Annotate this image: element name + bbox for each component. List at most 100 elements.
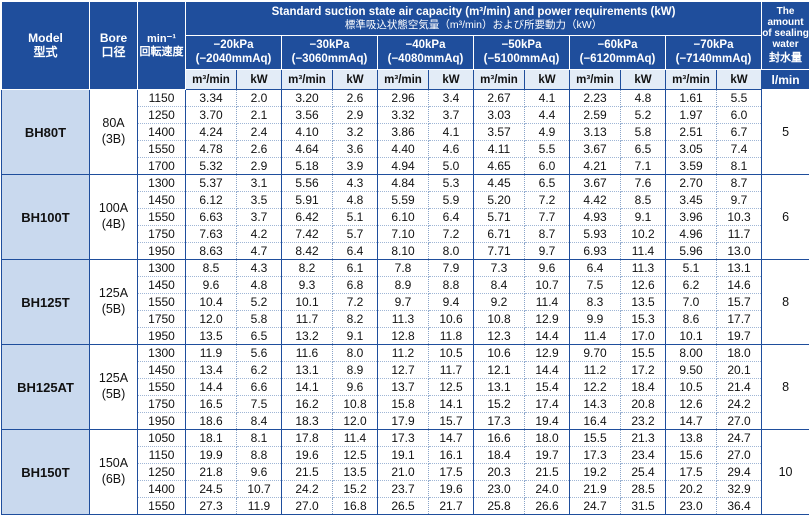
power-cell: 10.7 — [237, 481, 282, 498]
capacity-cell: 2.51 — [666, 124, 717, 141]
capacity-cell: 15.8 — [378, 396, 429, 413]
power-cell: 6.5 — [237, 328, 282, 345]
bore-inch: (5B) — [90, 302, 137, 318]
power-cell: 12.9 — [525, 345, 570, 362]
power-cell: 5.5 — [525, 141, 570, 158]
power-cell: 2.6 — [333, 90, 378, 107]
capacity-cell: 5.56 — [282, 175, 333, 192]
capacity-cell: 11.7 — [282, 311, 333, 328]
power-cell: 21.5 — [525, 464, 570, 481]
capacity-cell: 11.3 — [378, 311, 429, 328]
power-cell: 8.7 — [525, 226, 570, 243]
capacity-cell: 25.8 — [474, 498, 525, 515]
capacity-cell: 10.8 — [474, 311, 525, 328]
pressure-kpa: −70kPa — [666, 39, 761, 52]
power-cell: 2.6 — [237, 141, 282, 158]
power-cell: 5.2 — [237, 294, 282, 311]
capacity-cell: 7.42 — [282, 226, 333, 243]
speed-header-jp: 回転速度 — [138, 46, 185, 59]
power-cell: 17.0 — [621, 328, 666, 345]
power-cell: 5.9 — [429, 192, 474, 209]
power-cell: 36.4 — [717, 498, 762, 515]
capacity-cell: 5.96 — [666, 243, 717, 260]
pressure-mmaq: (−3060mmAq) — [282, 53, 377, 66]
capacity-cell: 3.86 — [378, 124, 429, 141]
power-cell: 32.9 — [717, 481, 762, 498]
capacity-cell: 26.5 — [378, 498, 429, 515]
power-cell: 6.4 — [429, 209, 474, 226]
power-cell: 14.7 — [429, 430, 474, 447]
capacity-cell: 6.12 — [186, 192, 237, 209]
power-cell: 9.6 — [333, 379, 378, 396]
capacity-cell: 7.0 — [666, 294, 717, 311]
capacity-header-jp: 標準吸込状態空気量（m³/min）および所要動力（kW） — [186, 19, 761, 31]
capacity-cell: 3.34 — [186, 90, 237, 107]
power-cell: 4.1 — [429, 124, 474, 141]
capacity-cell: 9.9 — [570, 311, 621, 328]
capacity-cell: 10.1 — [666, 328, 717, 345]
power-cell: 3.7 — [429, 107, 474, 124]
capacity-cell: 11.2 — [570, 362, 621, 379]
power-cell: 18.0 — [717, 345, 762, 362]
capacity-cell: 10.1 — [282, 294, 333, 311]
power-cell: 27.0 — [717, 447, 762, 464]
power-cell: 9.4 — [429, 294, 474, 311]
speed-cell: 1700 — [138, 158, 186, 175]
power-cell: 15.7 — [429, 413, 474, 430]
power-cell: 9.6 — [237, 464, 282, 481]
speed-cell: 1750 — [138, 311, 186, 328]
power-cell: 13.0 — [717, 243, 762, 260]
power-cell: 7.7 — [525, 209, 570, 226]
power-cell: 17.5 — [429, 464, 474, 481]
bore-mm: 125A — [90, 286, 137, 302]
capacity-cell: 8.10 — [378, 243, 429, 260]
power-cell: 9.7 — [717, 192, 762, 209]
power-cell: 27.0 — [717, 413, 762, 430]
power-cell: 3.9 — [333, 158, 378, 175]
power-cell: 13.5 — [621, 294, 666, 311]
power-cell: 8.1 — [717, 158, 762, 175]
speed-cell: 1450 — [138, 277, 186, 294]
speed-cell: 1050 — [138, 430, 186, 447]
power-cell: 2.9 — [237, 158, 282, 175]
capacity-cell: 13.1 — [282, 362, 333, 379]
speed-cell: 1550 — [138, 498, 186, 515]
capacity-cell: 17.3 — [378, 430, 429, 447]
pressure-kpa: −40kPa — [378, 39, 473, 52]
capacity-cell: 5.32 — [186, 158, 237, 175]
power-cell: 21.3 — [621, 430, 666, 447]
bore-size: 125A(5B) — [90, 260, 138, 345]
capacity-cell: 12.3 — [474, 328, 525, 345]
capacity-cell: 18.4 — [474, 447, 525, 464]
capacity-cell: 12.2 — [570, 379, 621, 396]
power-cell: 6.0 — [525, 158, 570, 175]
power-cell: 19.7 — [717, 328, 762, 345]
power-cell: 7.6 — [621, 175, 666, 192]
model-name: BH125AT — [2, 345, 90, 430]
power-cell: 5.1 — [333, 209, 378, 226]
capacity-cell: 3.59 — [666, 158, 717, 175]
capacity-cell: 11.4 — [570, 328, 621, 345]
speed-cell: 1550 — [138, 209, 186, 226]
pressure-header: −60kPa(−6120mmAq) — [570, 36, 666, 70]
capacity-cell: 8.4 — [474, 277, 525, 294]
sealing-water-cell: 8 — [762, 345, 809, 430]
bore-header: Bore 口径 — [90, 2, 138, 90]
capacity-cell: 11.2 — [378, 345, 429, 362]
power-cell: 16.8 — [333, 498, 378, 515]
power-cell: 4.6 — [429, 141, 474, 158]
capacity-cell: 8.9 — [378, 277, 429, 294]
speed-cell: 1400 — [138, 481, 186, 498]
power-cell: 14.4 — [525, 362, 570, 379]
capacity-cell: 5.18 — [282, 158, 333, 175]
capacity-cell: 8.5 — [186, 260, 237, 277]
capacity-cell: 2.67 — [474, 90, 525, 107]
bore-header-en: Bore — [90, 32, 137, 46]
power-cell: 8.0 — [333, 345, 378, 362]
capacity-cell: 2.59 — [570, 107, 621, 124]
capacity-cell: 27.0 — [282, 498, 333, 515]
power-cell: 5.2 — [621, 107, 666, 124]
power-cell: 9.6 — [525, 260, 570, 277]
capacity-cell: 4.40 — [378, 141, 429, 158]
